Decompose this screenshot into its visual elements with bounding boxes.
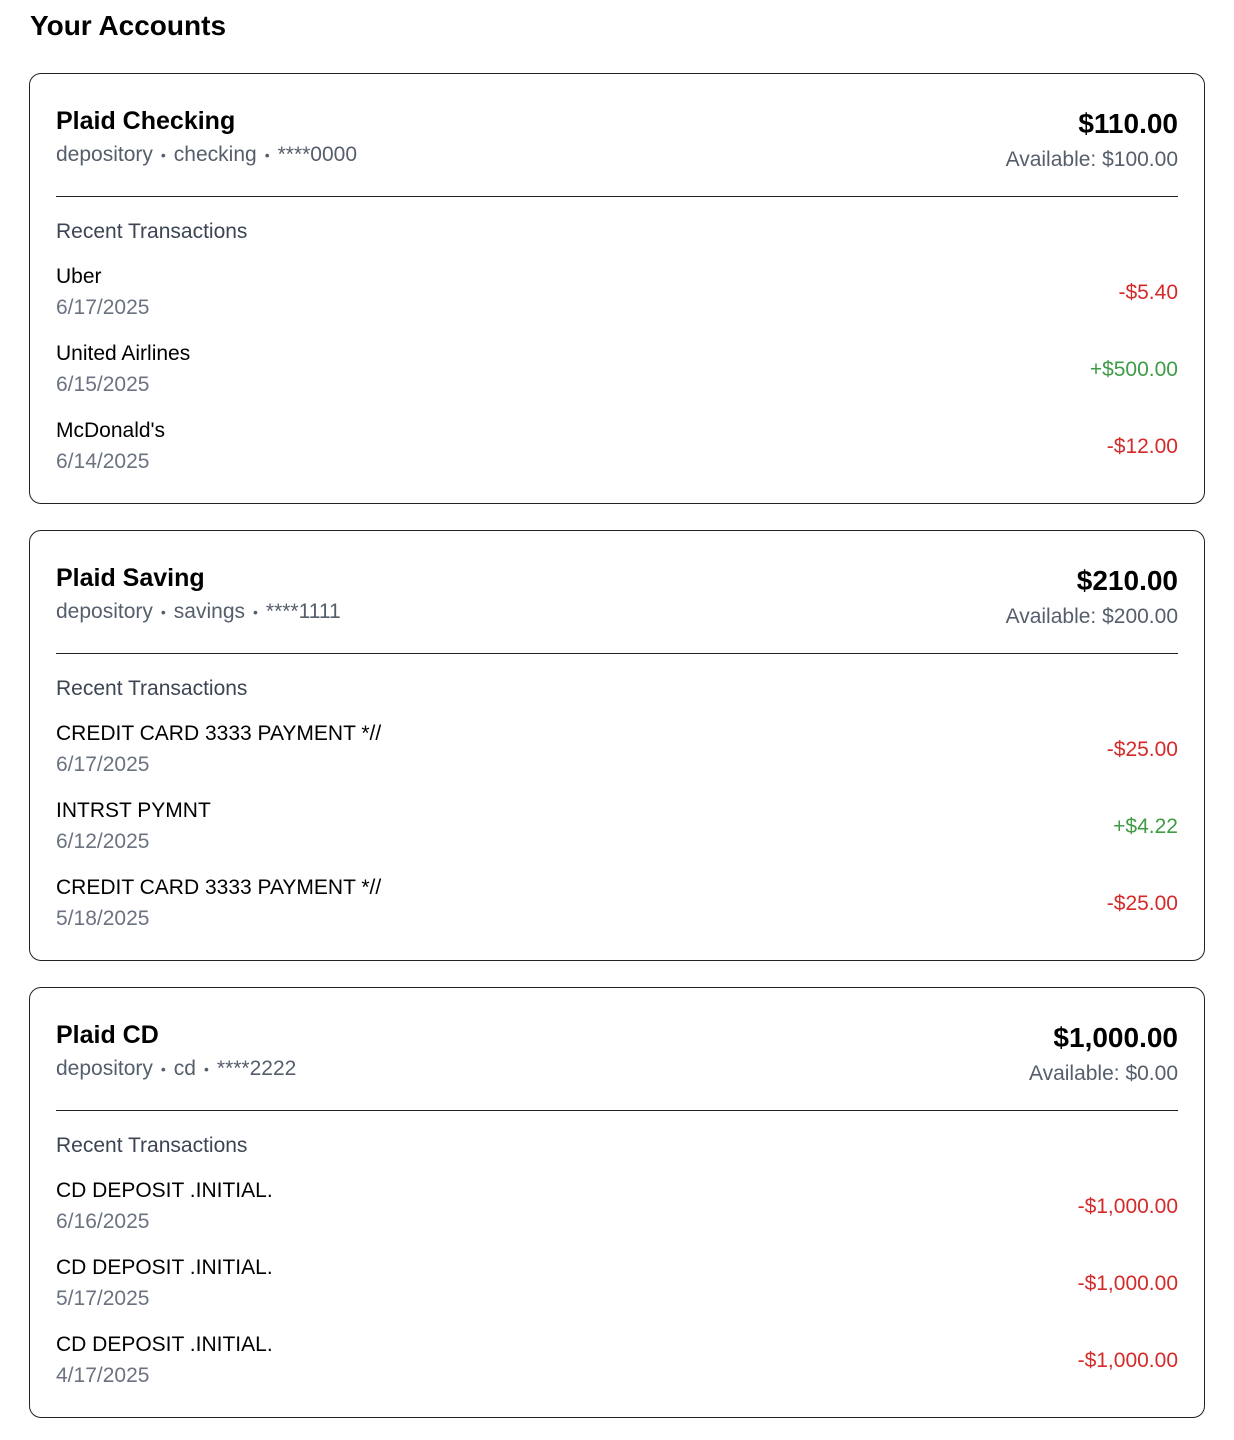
transaction-date: 5/17/2025 [56, 1287, 150, 1310]
transaction-info: United Airlines 6/15/2025 [56, 339, 190, 401]
transactions-section: Recent Transactions CD DEPOSIT .INITIAL.… [56, 1111, 1178, 1417]
transaction-date: 6/15/2025 [56, 373, 150, 396]
transaction-amount: -$1,000.00 [1077, 1349, 1178, 1372]
transaction-info: INTRST PYMNT 6/12/2025 [56, 796, 211, 858]
transaction-amount: -$1,000.00 [1077, 1272, 1178, 1295]
account-mask: ****2222 [216, 1057, 297, 1080]
account-header: Plaid Checking depository • checking • ****0… [56, 74, 1178, 197]
account-card[interactable]: Plaid Checking depository • checking • ****0… [29, 73, 1205, 504]
transaction-name: CD DEPOSIT .INITIAL. [56, 1179, 273, 1202]
transactions-heading: Recent Transactions [56, 220, 248, 243]
transaction-name: INTRST PYMNT [56, 799, 211, 822]
account-mask: ****0000 [277, 143, 357, 166]
transaction-row[interactable]: McDonald's 6/14/2025 -$12.00 [56, 415, 1178, 479]
transaction-row[interactable]: CREDIT CARD 3333 PAYMENT *// 6/17/2025 -… [56, 718, 1178, 782]
transaction-name: CREDIT CARD 3333 PAYMENT *// [56, 876, 382, 899]
account-balances: $110.00 Available: $100.00 [1006, 104, 1178, 176]
account-type: depository [56, 1057, 153, 1080]
transaction-name: McDonald's [56, 419, 166, 442]
transactions-heading: Recent Transactions [56, 1134, 248, 1157]
transaction-name: CD DEPOSIT .INITIAL. [56, 1333, 273, 1356]
account-available: Available: $100.00 [1005, 148, 1178, 171]
account-name: Plaid Checking [56, 107, 236, 135]
transaction-row[interactable]: CD DEPOSIT .INITIAL. 6/16/2025 -$1,000.0… [56, 1175, 1178, 1239]
account-header: Plaid CD depository • cd • ****2222 $1,000.0… [56, 988, 1178, 1111]
accounts-list: Plaid Checking depository • checking • ****0… [29, 73, 1205, 1440]
account-balance: $110.00 [1078, 108, 1178, 139]
account-subtype: cd [173, 1057, 196, 1080]
account-balances: $1,000.00 Available: $0.00 [1029, 1018, 1178, 1090]
transaction-amount: -$25.00 [1106, 892, 1178, 915]
transactions-section: Recent Transactions Uber 6/17/2025 -$5.4… [56, 197, 1178, 503]
page-title: Your Accounts [30, 10, 227, 41]
transaction-info: CD DEPOSIT .INITIAL. 5/17/2025 [56, 1253, 273, 1315]
transaction-amount: -$12.00 [1106, 435, 1178, 458]
account-balance: $210.00 [1076, 565, 1178, 596]
account-type: depository [56, 600, 153, 623]
account-available: Available: $200.00 [1005, 605, 1178, 628]
transaction-date: 6/17/2025 [56, 296, 150, 319]
transaction-info: Uber 6/17/2025 [56, 262, 149, 324]
transaction-info: CD DEPOSIT .INITIAL. 4/17/2025 [56, 1330, 273, 1392]
account-mask: ****1111 [265, 600, 341, 623]
transaction-row[interactable]: United Airlines 6/15/2025 +$500.00 [56, 338, 1178, 402]
account-balance: $1,000.00 [1053, 1022, 1178, 1053]
transaction-name: CD DEPOSIT .INITIAL. [56, 1256, 273, 1279]
account-meta: depository • savings • ****1111 [56, 595, 341, 629]
account-info: Plaid Checking depository • checking • ****0… [56, 104, 357, 172]
transaction-amount: +$4.22 [1113, 815, 1178, 838]
separator-dot: • [203, 1061, 209, 1078]
account-type: depository [56, 143, 153, 166]
transaction-date: 5/18/2025 [56, 907, 150, 930]
transaction-date: 6/17/2025 [56, 753, 150, 776]
account-info: Plaid Saving depository • savings • ****1111 [56, 561, 341, 629]
transactions-section: Recent Transactions CREDIT CARD 3333 PAY… [56, 654, 1178, 960]
transaction-info: McDonald's 6/14/2025 [56, 416, 165, 478]
account-meta: depository • checking • ****0000 [56, 138, 357, 172]
transaction-date: 6/16/2025 [56, 1210, 150, 1233]
transaction-row[interactable]: CREDIT CARD 3333 PAYMENT *// 5/18/2025 -… [56, 872, 1178, 936]
transaction-amount: -$25.00 [1106, 738, 1178, 761]
transaction-info: CREDIT CARD 3333 PAYMENT *// 6/17/2025 [56, 719, 381, 781]
separator-dot: • [264, 147, 270, 164]
transaction-amount: +$500.00 [1089, 358, 1178, 381]
transaction-date: 4/17/2025 [56, 1364, 150, 1387]
account-subtype: savings [173, 600, 245, 623]
transaction-info: CD DEPOSIT .INITIAL. 6/16/2025 [56, 1176, 273, 1238]
separator-dot: • [160, 604, 166, 621]
transaction-amount: -$5.40 [1118, 281, 1178, 304]
separator-dot: • [160, 147, 166, 164]
separator-dot: • [253, 604, 258, 621]
account-subtype: checking [173, 143, 257, 166]
transaction-amount: -$1,000.00 [1077, 1195, 1178, 1218]
account-meta: depository • cd • ****2222 [56, 1052, 296, 1086]
account-header: Plaid Saving depository • savings • ****1111… [56, 531, 1178, 654]
transaction-row[interactable]: CD DEPOSIT .INITIAL. 4/17/2025 -$1,000.0… [56, 1329, 1178, 1393]
transactions-heading: Recent Transactions [56, 677, 248, 700]
transaction-name: CREDIT CARD 3333 PAYMENT *// [56, 722, 382, 745]
transaction-row[interactable]: Uber 6/17/2025 -$5.40 [56, 261, 1178, 325]
account-card[interactable]: Plaid Saving depository • savings • ****1111… [29, 530, 1205, 961]
transaction-date: 6/14/2025 [56, 450, 150, 473]
separator-dot: • [160, 1061, 166, 1078]
account-info: Plaid CD depository • cd • ****2222 [56, 1018, 296, 1086]
account-card[interactable]: Plaid CD depository • cd • ****2222 $1,000.0… [29, 987, 1205, 1418]
account-name: Plaid Saving [56, 564, 205, 592]
transaction-row[interactable]: CD DEPOSIT .INITIAL. 5/17/2025 -$1,000.0… [56, 1252, 1178, 1316]
transaction-info: CREDIT CARD 3333 PAYMENT *// 5/18/2025 [56, 873, 381, 935]
transaction-row[interactable]: INTRST PYMNT 6/12/2025 +$4.22 [56, 795, 1178, 859]
transaction-name: United Airlines [56, 342, 191, 365]
transaction-date: 6/12/2025 [56, 830, 150, 853]
account-available: Available: $0.00 [1028, 1062, 1178, 1085]
account-balances: $210.00 Available: $200.00 [1006, 561, 1178, 633]
account-name: Plaid CD [56, 1021, 159, 1049]
transaction-name: Uber [56, 265, 102, 288]
